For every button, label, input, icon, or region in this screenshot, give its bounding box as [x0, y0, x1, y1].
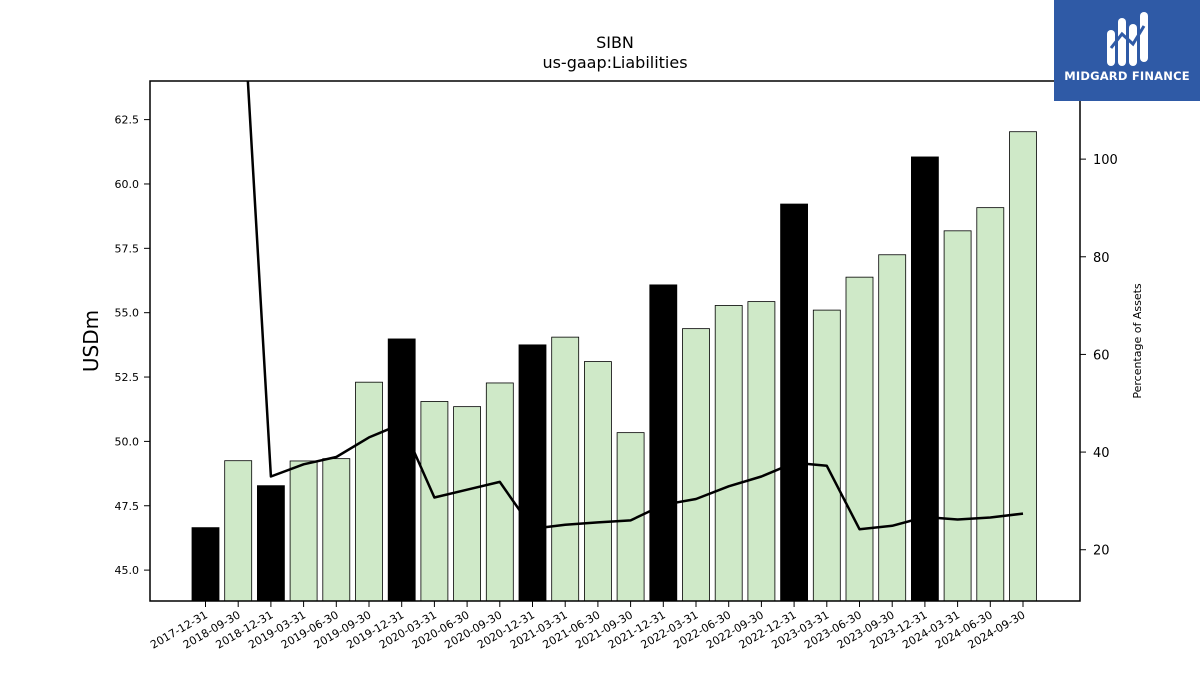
bar-2022-03-31: [682, 328, 710, 602]
midgard-finance-logo: MIDGARD FINANCE: [1054, 0, 1200, 101]
midgard-m-icon: [1107, 12, 1148, 66]
bar-2019-03-31: [289, 460, 318, 602]
bar-2021-06-30: [584, 361, 612, 602]
logo-text: MIDGARD FINANCE: [1064, 69, 1190, 83]
chart-subtitle: us-gaap:Liabilities: [542, 53, 687, 72]
y2-tick-label: 60: [1093, 348, 1110, 363]
bar-2024-06-30: [976, 207, 1005, 602]
bar-2023-06-30: [845, 276, 874, 602]
chart-title: SIBN: [596, 33, 634, 52]
bar-2024-09-30: [1009, 131, 1037, 602]
bar-2023-03-31: [812, 309, 841, 602]
y-tick-label: 55.0: [115, 307, 140, 320]
bar-2021-12-31: [649, 284, 678, 602]
y-tick-label: 50.0: [115, 435, 140, 448]
bar-2022-09-30: [747, 301, 776, 602]
bar-2019-09-30: [355, 381, 383, 602]
plot-frame: [149, 80, 1081, 602]
y2-tick-label: 40: [1093, 446, 1110, 461]
bar-2019-06-30: [322, 458, 351, 602]
y2-tick-label: 80: [1093, 251, 1110, 266]
bar-2021-03-31: [551, 336, 580, 602]
y-tick-label: 52.5: [115, 371, 140, 384]
y-tick-label: 57.5: [115, 242, 140, 255]
x-axis: 2017-12-312018-09-302018-12-312019-03-31…: [148, 601, 1028, 652]
bar-2017-12-31: [191, 527, 220, 602]
bar-2022-06-30: [714, 305, 743, 602]
y-tick-label: 62.5: [115, 114, 140, 127]
bar-2019-12-31: [387, 338, 416, 602]
bar-2020-03-31: [420, 401, 449, 602]
percentage-line: [246, 81, 1024, 531]
y-tick-label: 47.5: [115, 500, 140, 513]
bar-2023-09-30: [878, 254, 907, 602]
bar-2023-12-31: [911, 156, 939, 602]
y2-tick-label: 20: [1093, 544, 1110, 559]
bar-2020-09-30: [485, 382, 514, 602]
y-axis-label: USDm: [79, 310, 103, 372]
bar-2024-03-31: [943, 230, 972, 602]
y2-axis-label: Percentage of Assets: [1131, 283, 1144, 399]
y-tick-label: 45.0: [115, 564, 140, 577]
y2-axis: 20 40 60 80 100: [1080, 153, 1118, 559]
bar-2018-12-31: [256, 485, 285, 602]
bar-2020-12-31: [518, 344, 547, 602]
y-tick-label: 60.0: [115, 178, 140, 191]
y-axis: 45.0 47.5 50.0 52.5 55.0 57.5 60.0 62.5: [115, 114, 150, 577]
bar-2022-12-31: [780, 203, 808, 602]
y2-tick-label: 100: [1093, 153, 1118, 168]
bar-2018-09-30: [224, 460, 253, 602]
bar-series: [191, 131, 1037, 602]
line-series: [246, 81, 1024, 531]
bar-2020-06-30: [453, 406, 482, 602]
